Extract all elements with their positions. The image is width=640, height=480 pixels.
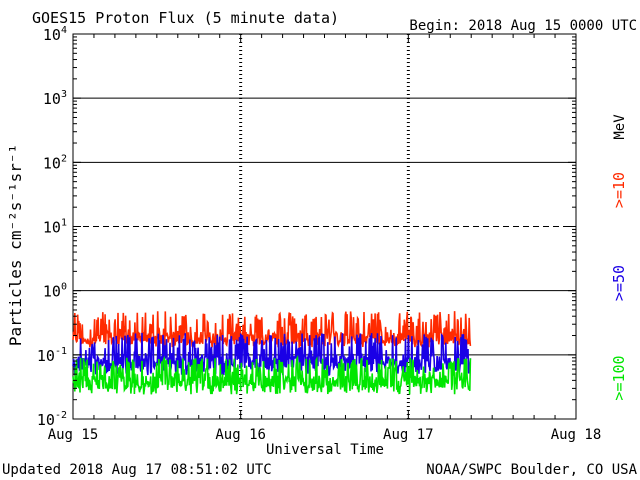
- unit-label: MeV: [612, 114, 628, 140]
- x-tick-label: Aug 18: [551, 427, 602, 443]
- y-tick-label: 100: [43, 282, 67, 301]
- y-axis-label: Particles cm⁻²s⁻¹sr⁻¹: [6, 144, 25, 346]
- y-tick-label: 102: [43, 153, 67, 172]
- x-tick-label: Aug 15: [48, 427, 99, 443]
- x-axis-label: Universal Time: [266, 442, 384, 458]
- series-layer: [72, 311, 472, 395]
- legend-ge10: >=10: [610, 172, 628, 208]
- y-tick-label: 101: [43, 218, 67, 237]
- legend-ge100: >=100: [610, 355, 628, 400]
- chart-title: GOES15 Proton Flux (5 minute data): [32, 9, 339, 27]
- begin-label: Begin: 2018 Aug 15 0000 UTC: [409, 18, 637, 34]
- x-tick-label: Aug 17: [383, 427, 434, 443]
- source-credit: NOAA/SWPC Boulder, CO USA: [426, 462, 637, 478]
- x-tick-label: Aug 16: [215, 427, 266, 443]
- y-tick-label: 104: [43, 25, 67, 44]
- y-axis-ticks: 104 103 102 101 100 10-1 10-2: [37, 25, 576, 429]
- y-tick-label: 10-2: [37, 410, 67, 429]
- series-line-ge100: [72, 354, 472, 395]
- y-tick-label: 103: [43, 89, 67, 108]
- y-tick-label: 10-1: [37, 346, 67, 365]
- x-axis-ticks: Aug 15 Aug 16 Aug 17 Aug 18: [48, 34, 602, 443]
- updated-timestamp: Updated 2018 Aug 17 08:51:02 UTC: [2, 462, 272, 478]
- legend-ge50: >=50: [610, 265, 628, 301]
